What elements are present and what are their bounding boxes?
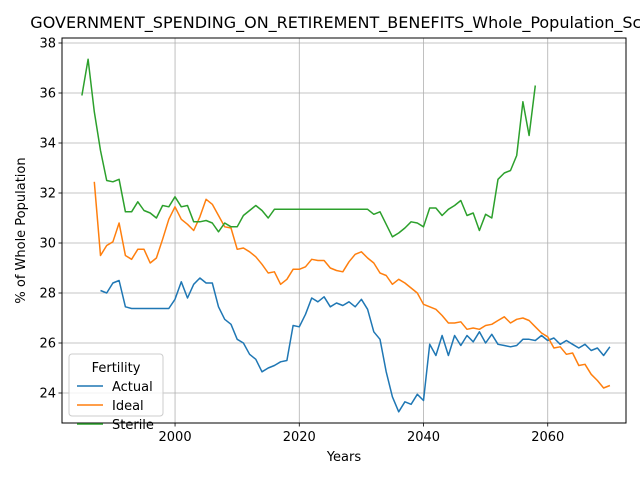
y-tick-label: 30 xyxy=(39,237,56,252)
y-tick-label: 34 xyxy=(39,137,56,152)
x-tick-label: 2020 xyxy=(283,430,316,445)
x-tick-label: 2000 xyxy=(159,430,192,445)
chart-title: GOVERNMENT_SPENDING_ON_RETIREMENT_BENEFI… xyxy=(30,13,640,33)
x-tick-label: 2040 xyxy=(407,430,440,445)
legend-label-actual: Actual xyxy=(112,380,153,395)
y-tick-label: 32 xyxy=(39,187,56,202)
y-tick-label: 28 xyxy=(39,287,56,302)
y-tick-label: 38 xyxy=(39,37,56,52)
y-tick-label: 26 xyxy=(39,337,56,352)
x-axis-label: Years xyxy=(326,450,362,465)
y-axis-label: % of Whole Population xyxy=(14,157,29,303)
legend-label-ideal: Ideal xyxy=(112,399,144,414)
x-tick-label: 2060 xyxy=(531,430,564,445)
y-tick-label: 24 xyxy=(39,387,56,402)
y-tick-label: 36 xyxy=(39,87,56,102)
legend-label-sterile: Sterile xyxy=(112,418,154,433)
legend-title: Fertility xyxy=(92,361,141,376)
